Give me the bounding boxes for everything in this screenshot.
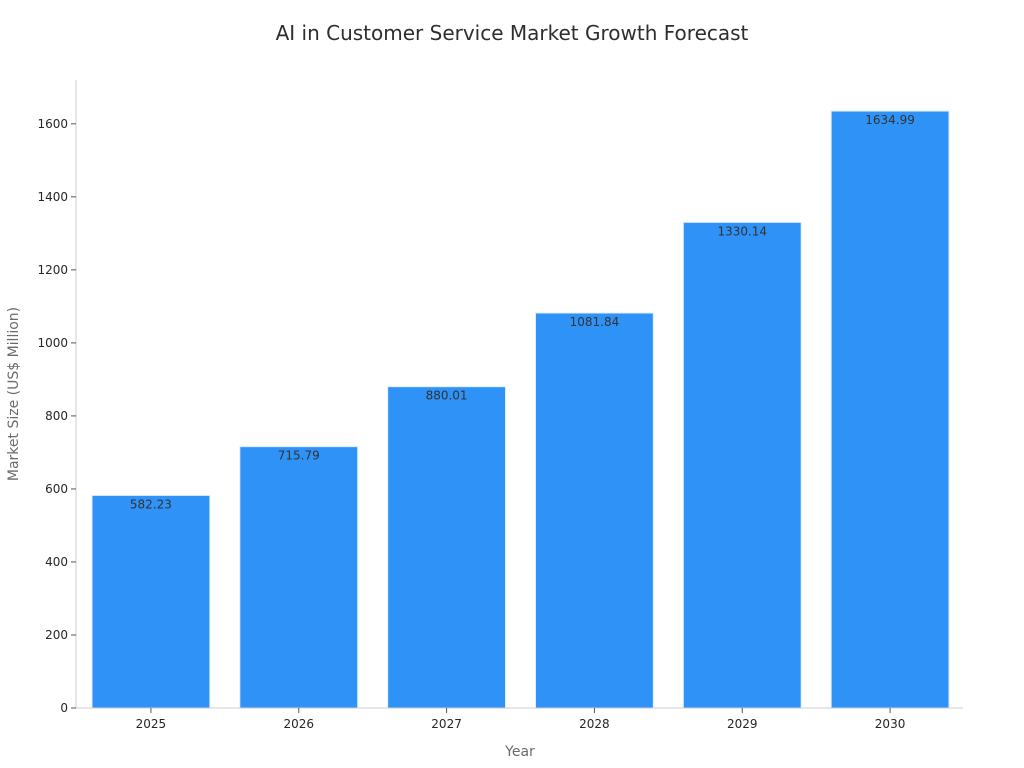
data-label-2026: 715.79 [278,449,320,463]
data-label-2027: 880.01 [426,389,468,403]
data-label-2029: 1330.14 [717,224,767,238]
data-label-2028: 1081.84 [570,315,620,329]
data-label-2025: 582.23 [130,497,172,511]
y-tick-label: 1000 [37,336,68,350]
bar-2025 [91,494,211,709]
x-tick-label-2027: 2027 [431,717,462,731]
x-tick-label-2029: 2029 [727,717,758,731]
x-axis-label: Year [504,744,535,760]
y-tick-label: 400 [45,555,68,569]
bar-2030 [830,110,950,709]
y-tick-label: 200 [45,628,68,642]
y-tick-label: 600 [45,482,68,496]
x-tick-label-2025: 2025 [136,717,167,731]
y-tick-label: 800 [45,409,68,423]
y-tick-label: 1600 [37,117,68,131]
y-axis-ticks: 0 200 400 600 800 1000 1200 1400 1600 [37,117,76,715]
plot-area: 582.23715.79880.011081.841330.141634.99 … [37,80,963,731]
bar-2029 [682,221,802,709]
x-tick-label-2026: 2026 [283,717,314,731]
bar-2028 [535,312,654,709]
x-tick-label-2030: 2030 [875,717,906,731]
y-tick-label: 0 [60,701,68,715]
bar-2026 [239,446,359,709]
y-axis-label: Market Size (US$ Million) [6,307,22,481]
x-axis-ticks: 2025 2026 2027 2028 2029 2030 [136,708,906,731]
data-labels-group: 582.23 715.79 880.01 1081.84 1330.14 1634.99 [130,113,915,511]
x-tick-label-2028: 2028 [579,717,610,731]
y-tick-label: 1200 [37,263,68,277]
data-label-2030: 1634.99 [865,113,915,127]
bars-group [91,110,950,709]
chart-title: AI in Customer Service Market Growth For… [276,21,749,45]
bar-2027 [387,386,506,709]
y-tick-label: 1400 [37,190,68,204]
